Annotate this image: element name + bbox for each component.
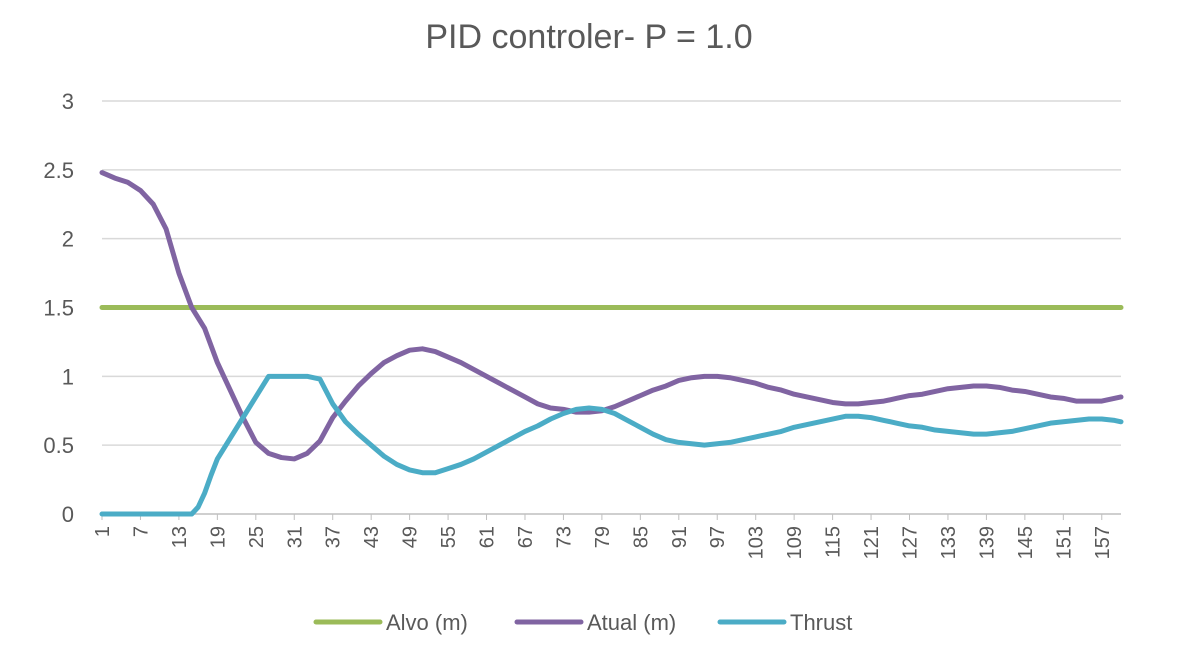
x-tick-label: 115	[823, 526, 845, 558]
legend-label: Atual (m)	[587, 610, 676, 635]
legend-item: Atual (m)	[514, 610, 676, 635]
x-tick-label: 157	[1092, 526, 1114, 559]
x-tick-label: 139	[976, 526, 998, 559]
legend: Alvo (m) Atual (m) Thrust	[313, 610, 852, 635]
x-tick-label: 151	[1053, 526, 1075, 559]
chart-title: PID controler- P = 1.0	[425, 18, 752, 56]
x-tick-label: 109	[784, 526, 806, 559]
y-tick-label: 2.5	[43, 158, 74, 183]
x-tick-label: 67	[515, 526, 537, 548]
x-tick-label: 97	[707, 526, 729, 548]
series-group	[99, 170, 1124, 517]
y-tick-label: 0	[62, 502, 74, 527]
x-tick-label: 37	[323, 526, 345, 548]
x-tick-label: 133	[938, 526, 960, 559]
legend-item: Alvo (m)	[313, 610, 468, 635]
legend-item: Thrust	[717, 610, 852, 635]
y-tick-label: 3	[62, 89, 74, 114]
x-tick-label: 103	[746, 526, 768, 559]
x-tick-label: 79	[592, 526, 614, 548]
x-tick-label: 85	[630, 526, 652, 548]
x-tick-label: 55	[438, 526, 460, 548]
legend-label: Thrust	[790, 610, 852, 635]
x-tick-label: 13	[169, 526, 191, 548]
x-tick-label: 25	[246, 526, 268, 548]
x-tick-label: 31	[284, 526, 306, 548]
x-axis: 1 7 13 19 25 31 37 43 49 55 61 67 73 79 85 91 97 103 109 11…	[92, 513, 1121, 559]
x-tick-label: 145	[1015, 526, 1037, 559]
x-tick-label: 49	[400, 526, 422, 548]
x-tick-label: 73	[553, 526, 575, 548]
gridlines	[102, 100, 1121, 446]
legend-label: Alvo (m)	[386, 610, 468, 635]
series-line-2	[99, 170, 1124, 462]
x-tick-label: 1	[92, 526, 114, 537]
x-tick-label: 61	[477, 526, 499, 548]
x-tick-label: 43	[361, 526, 383, 548]
x-tick-label: 19	[207, 526, 229, 548]
y-tick-label: 1.5	[43, 296, 74, 321]
x-tick-label: 127	[900, 526, 922, 559]
series-line-3	[99, 373, 1124, 517]
x-tick-label: 121	[861, 526, 883, 559]
x-tick-label: 7	[130, 526, 152, 537]
y-axis: 0 0.5 1 1.5 2 2.5 3	[43, 89, 74, 527]
y-tick-label: 0.5	[43, 433, 74, 458]
y-tick-label: 1	[62, 364, 74, 389]
y-tick-label: 2	[62, 227, 74, 252]
x-tick-label: 91	[669, 526, 691, 548]
